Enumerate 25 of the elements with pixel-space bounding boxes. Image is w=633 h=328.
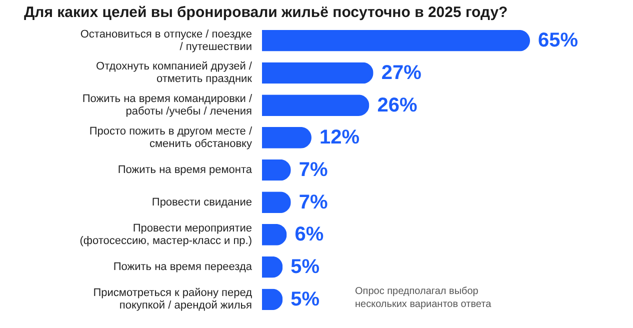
chart-title: Для каких целей вы бронировали жильё посуточно в 2025 году?	[24, 4, 508, 21]
bar	[262, 192, 291, 214]
data-label: 12%	[319, 126, 360, 149]
data-label: 7%	[298, 159, 328, 181]
y-tick-label: Присмотреться к району перед покупкой / арендой жилья	[93, 287, 253, 312]
data-label: 26%	[377, 94, 418, 116]
y-tick-label: Пожить на время ремонта	[118, 164, 253, 176]
y-tick-label: Пожить на время командировки / работы /учебы / лечения	[82, 93, 253, 118]
y-tick-label: Провести мероприятие (фотосессию, мастер-класс и пр.)	[80, 222, 252, 247]
data-label: 5%	[290, 256, 320, 278]
bar	[262, 62, 374, 84]
y-tick-label: Провести свидание	[152, 196, 252, 208]
y-tick-label: Отдохнуть компанией друзей / отметить праздник	[96, 60, 253, 86]
data-label: 27%	[381, 62, 422, 84]
bar	[262, 126, 312, 148]
data-label: 65%	[538, 30, 578, 52]
data-label: 7%	[298, 191, 328, 214]
data-label: 5%	[290, 288, 320, 310]
bar	[262, 94, 370, 116]
data-label: 6%	[294, 224, 324, 246]
annotation: Опрос предполагал выбор нескольких вариантов ответа	[355, 286, 492, 310]
y-tick-label: Пожить на время переезда	[113, 261, 253, 274]
bar	[262, 30, 530, 52]
y-tick-label: Просто пожить в другом месте / сменить обстановку	[89, 125, 253, 150]
y-tick-label: Остановиться в отпуске / поездке / путешествии	[80, 28, 252, 53]
